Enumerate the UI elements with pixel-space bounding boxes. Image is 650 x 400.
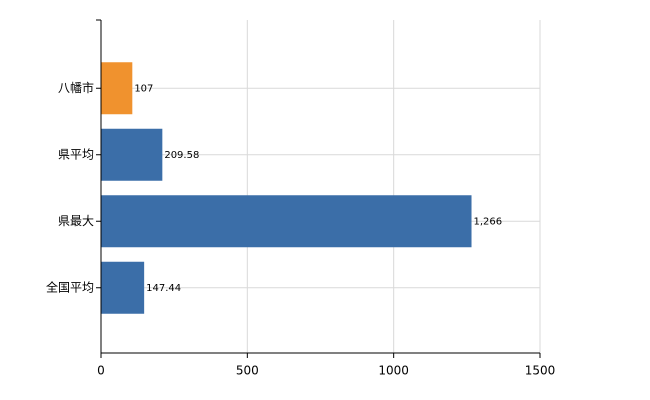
bar bbox=[101, 128, 163, 181]
value-label: 107 bbox=[134, 83, 153, 94]
bar bbox=[101, 261, 145, 314]
bar bbox=[101, 195, 472, 248]
x-tick-label: 1000 bbox=[378, 364, 409, 378]
value-label: 209.58 bbox=[164, 150, 199, 161]
y-tick-label: 八幡市 bbox=[58, 80, 94, 95]
x-tick-label: 1500 bbox=[525, 364, 556, 378]
y-tick-label: 全国平均 bbox=[46, 279, 94, 294]
y-tick-label: 県最大 bbox=[58, 214, 94, 228]
value-label: 147.44 bbox=[146, 283, 181, 294]
value-label: 1,266 bbox=[474, 216, 503, 227]
x-tick-label: 500 bbox=[236, 364, 259, 378]
bar bbox=[101, 62, 133, 115]
x-tick-label: 0 bbox=[97, 364, 105, 378]
y-tick-label: 県平均 bbox=[58, 147, 94, 161]
